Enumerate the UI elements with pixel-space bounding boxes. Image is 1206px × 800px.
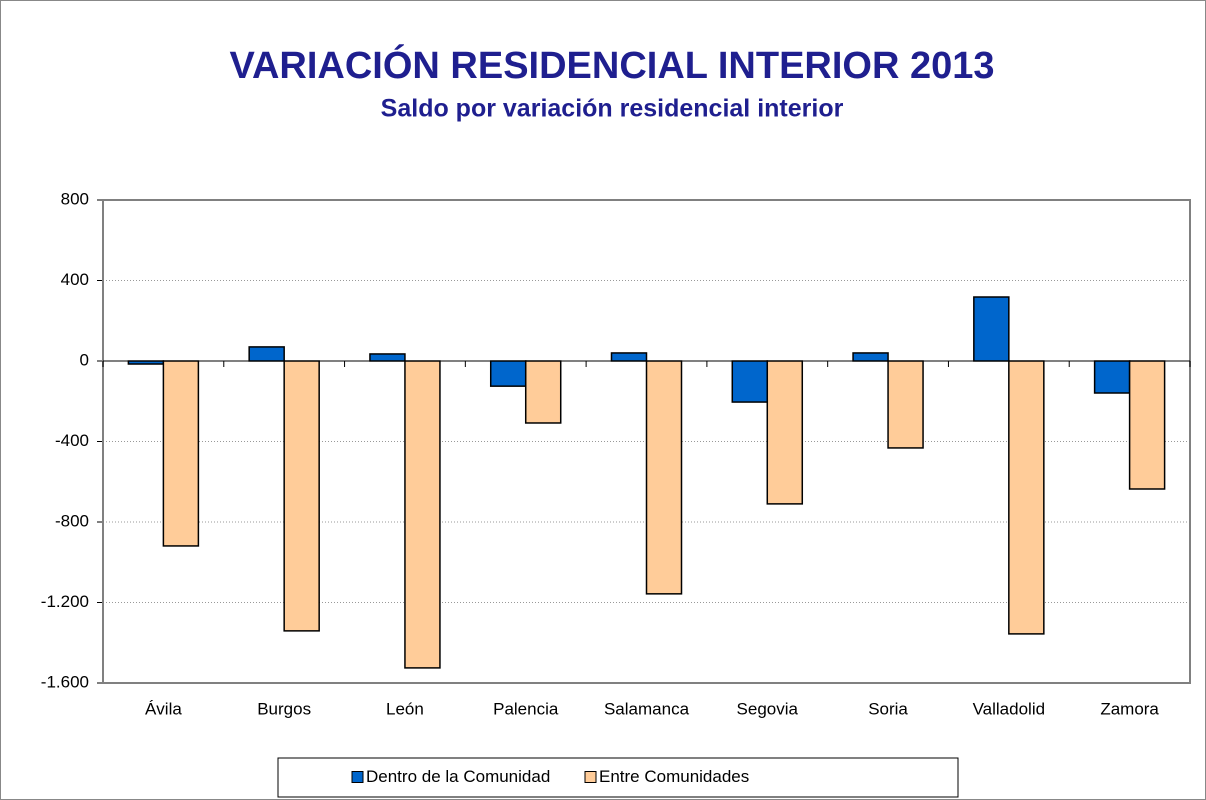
x-tick-label: León bbox=[386, 699, 424, 718]
chart-title: VARIACIÓN RESIDENCIAL INTERIOR 2013 bbox=[229, 43, 994, 87]
y-tick-label: -800 bbox=[55, 511, 89, 530]
bar bbox=[973, 296, 1010, 362]
x-tick-label: Palencia bbox=[493, 699, 559, 718]
bar bbox=[645, 360, 683, 595]
y-tick-label: 800 bbox=[61, 189, 89, 208]
bar bbox=[1128, 360, 1166, 490]
y-tick-label: -1.200 bbox=[41, 592, 89, 611]
legend-swatch bbox=[351, 771, 364, 783]
x-tick-label: Zamora bbox=[1100, 699, 1159, 718]
x-tick-label: Salamanca bbox=[604, 699, 690, 718]
legend-label: Dentro de la Comunidad bbox=[366, 767, 550, 786]
bar bbox=[404, 360, 441, 669]
bar bbox=[852, 352, 889, 362]
y-tick-label: -400 bbox=[55, 431, 89, 450]
x-tick-label: Segovia bbox=[737, 699, 799, 718]
plot-border bbox=[102, 199, 1191, 684]
legend-box bbox=[277, 757, 959, 798]
y-tick-label: 400 bbox=[61, 270, 89, 289]
bar bbox=[369, 353, 406, 362]
bar bbox=[1093, 360, 1131, 394]
bar bbox=[489, 360, 527, 387]
bar bbox=[1008, 360, 1045, 635]
x-tick-label: Valladolid bbox=[973, 699, 1045, 718]
bar bbox=[283, 360, 320, 632]
legend-swatch bbox=[584, 771, 597, 783]
y-tick-label: 0 bbox=[80, 350, 89, 369]
bar bbox=[524, 360, 562, 424]
legend-label: Entre Comunidades bbox=[599, 767, 749, 786]
bar bbox=[610, 352, 648, 362]
x-tick-label: Burgos bbox=[257, 699, 311, 718]
bar bbox=[887, 360, 924, 449]
y-tick-label: -1.600 bbox=[41, 672, 89, 691]
bar bbox=[162, 360, 200, 547]
x-tick-label: Ávila bbox=[145, 699, 182, 718]
chart-subtitle: Saldo por variación residencial interior bbox=[381, 95, 844, 123]
bar bbox=[731, 360, 769, 403]
bar bbox=[766, 360, 804, 505]
bar bbox=[248, 346, 285, 362]
x-tick-label: Soria bbox=[868, 699, 908, 718]
